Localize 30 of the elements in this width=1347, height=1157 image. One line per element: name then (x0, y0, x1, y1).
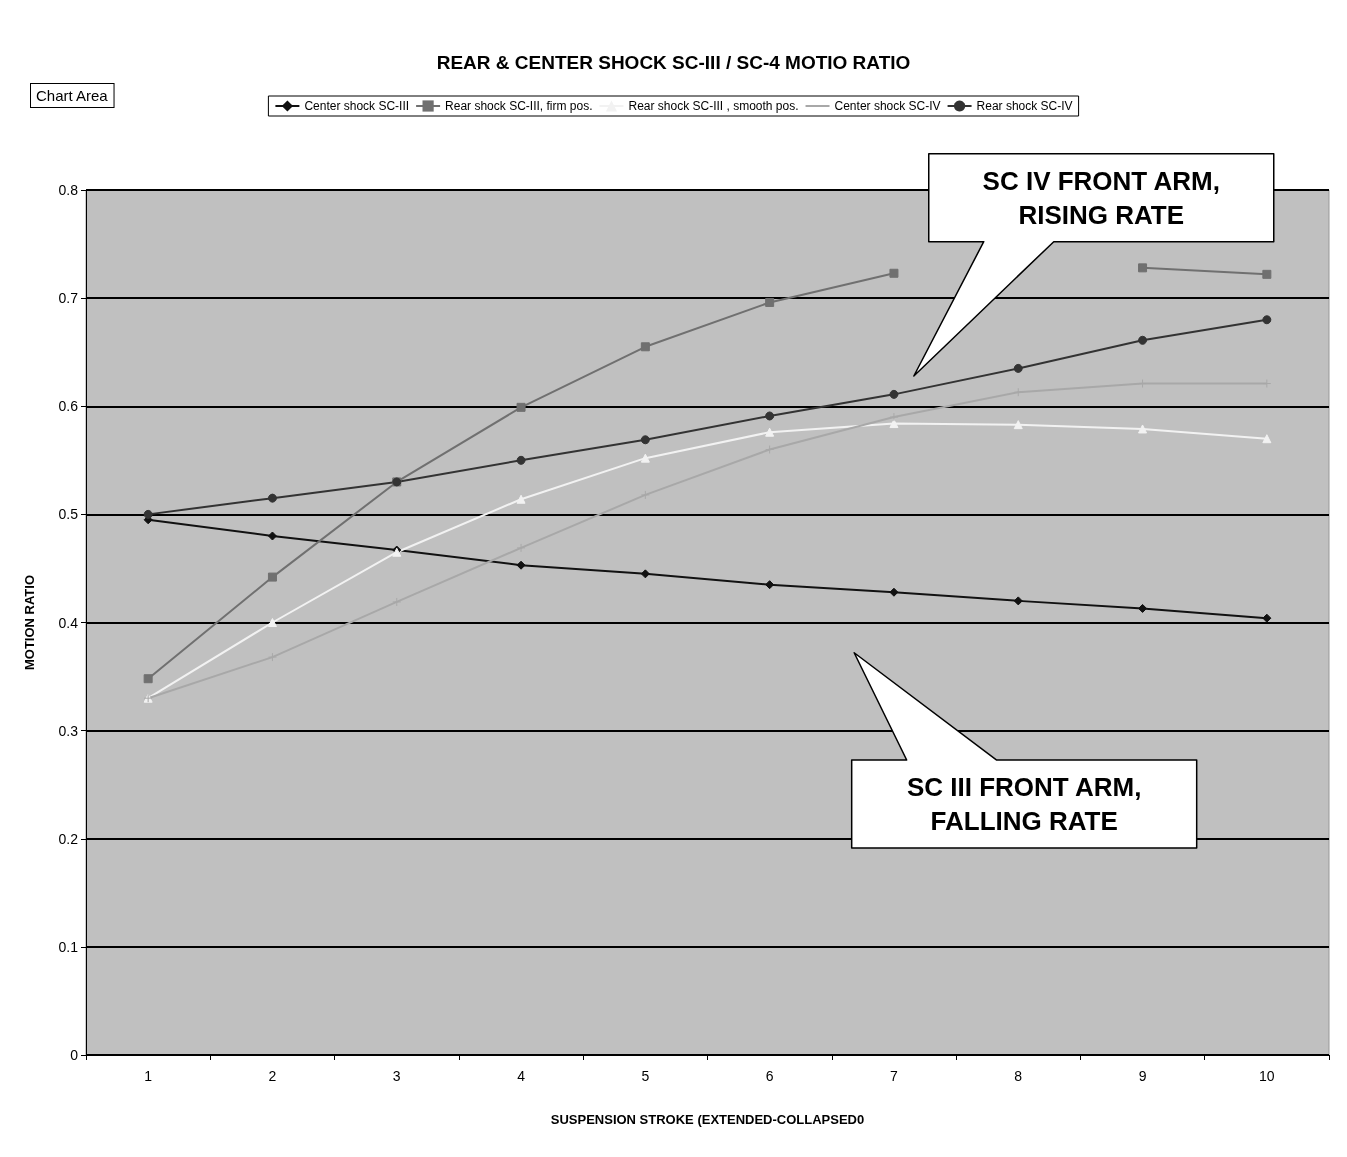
legend-label: Center shock SC-IV (834, 99, 941, 113)
y-tick-label: 0.6 (58, 398, 79, 415)
legend-label: Rear shock SC-IV (976, 99, 1073, 113)
x-tick-label: 1 (144, 1068, 153, 1084)
legend-label: Center shock SC-III (304, 99, 410, 113)
annotation: SC III FRONT ARM, FALLING RATE (906, 772, 1142, 837)
y-axis-title: MOTION RATIO (22, 574, 37, 671)
y-tick-label: 0.5 (58, 506, 79, 523)
x-tick-label: 6 (765, 1068, 774, 1084)
y-tick-label: 0.8 (58, 182, 79, 198)
y-tick-label: 0.7 (58, 290, 79, 307)
x-tick-label: 2 (268, 1068, 277, 1084)
y-tick-label: 0.2 (58, 830, 79, 847)
y-tick-label: 0.1 (58, 938, 79, 955)
legend-label: Rear shock SC-III , smooth pos. (628, 99, 799, 113)
annotation: SC IV FRONT ARM, RISING RATE (982, 165, 1220, 230)
x-tick-label: 7 (890, 1068, 899, 1084)
x-tick-label: 8 (1014, 1068, 1023, 1084)
x-tick-label: 3 (392, 1068, 401, 1084)
y-tick-label: 0.3 (58, 722, 79, 739)
x-tick-label: 10 (1259, 1068, 1275, 1084)
legend-label: Rear shock SC-III, firm pos. (445, 99, 593, 113)
x-axis-title: SUSPENSION STROKE (EXTENDED-COLLAPSED0 (550, 1112, 865, 1127)
text: Chart Area (36, 87, 109, 104)
y-tick-label: 0.4 (58, 614, 79, 631)
y-tick-label: 0 (70, 1047, 79, 1063)
x-tick-label: 4 (517, 1068, 526, 1084)
chart-title: REAR & CENTER SHOCK SC-III / SC-4 MOTIO RATIO (436, 52, 911, 73)
x-tick-label: 5 (641, 1068, 650, 1084)
x-tick-label: 9 (1138, 1068, 1147, 1084)
